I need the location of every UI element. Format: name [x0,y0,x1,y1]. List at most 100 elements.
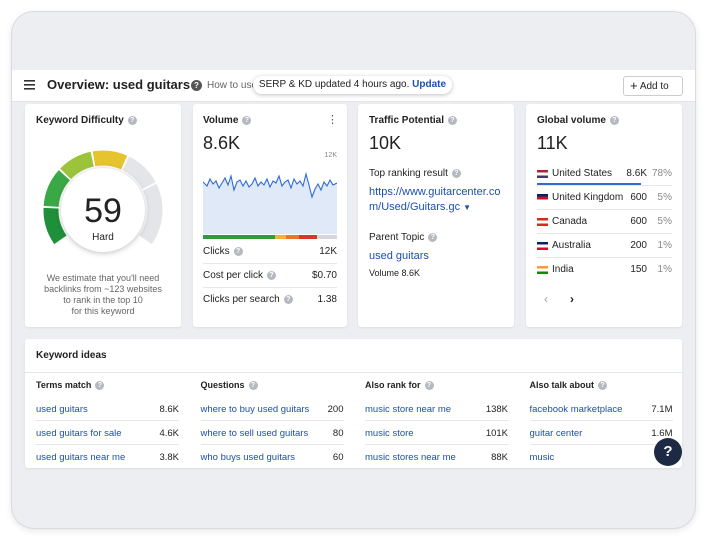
separator [365,420,508,421]
tp-parent-label-text: Parent Topic [369,232,425,243]
menu-icon[interactable] [24,80,36,90]
gauge-segment [139,183,163,245]
metric-label: Cost per click? [203,270,277,281]
idea-keyword[interactable]: used guitars [36,404,88,415]
idea-keyword[interactable]: used guitars for sale [36,428,122,439]
separator [537,257,672,258]
gauge-segment [43,170,71,208]
gv-next[interactable]: › [570,292,574,306]
country-name: Canada [552,216,588,227]
info-icon: ? [95,381,105,390]
global-card: Global volume? 11K United States 8.6K 78% U… [526,104,682,327]
country-name: India [552,264,574,275]
info-icon: ? [267,271,277,280]
idea-keyword[interactable]: used guitars near me [36,452,126,463]
info-icon: ? [598,381,608,390]
toast: SERP & KD updated 4 hours ago. Update [253,76,452,94]
gauge-segment [60,151,95,180]
idea-keyword[interactable]: where to sell used guitars [200,428,309,439]
info-icon: ? [283,295,293,304]
kd-description-line: to rank in the top 10 [63,295,143,305]
idea-keyword[interactable]: where to buy used guitars [200,404,310,415]
country-name: United Kingdom [552,192,624,203]
idea-keyword[interactable]: guitar center [529,428,583,439]
country-share: 5% [657,192,672,203]
metric-label: Clicks? [203,246,243,257]
tp-url[interactable]: https://www.guitarcenter.com/Used/Guitar… [369,186,501,213]
idea-volume: 101K [485,428,508,439]
share-bar [537,183,641,185]
country-share: 1% [657,264,672,275]
idea-volume: 4.6K [159,428,179,439]
how-to-link[interactable]: How to use [207,80,255,91]
toast-action[interactable]: Update [412,79,447,90]
help-button[interactable]: ? [654,438,682,466]
column-title: Terms match? [36,380,105,390]
tp-title: Traffic Potential? [369,115,458,126]
kd-title: Keyword Difficulty? [36,115,137,126]
tp-parent-label: Parent Topic? [369,232,438,243]
idea-volume: 200 [327,404,344,415]
idea-keyword[interactable]: music [529,452,555,463]
gv-prev[interactable]: ‹ [544,292,548,306]
tp-top-label: Top ranking result? [369,168,461,179]
separator [200,420,344,421]
kd-description-line: We estimate that you'll need [46,273,160,283]
traffic-card: Traffic Potential? 10K Top ranking resul… [358,104,514,327]
metric-label: Clicks per search? [203,294,293,305]
idea-keyword[interactable]: music store near me [365,404,452,415]
volume-title-text: Volume [203,115,239,126]
country-share: 78% [651,168,672,179]
separator [203,287,337,288]
help-icon[interactable]: ? [191,80,202,91]
country-volume: 600 [630,192,647,203]
kd-value: 59 [84,192,122,230]
country-name: United States [552,168,613,179]
idea-volume: 60 [332,452,344,463]
idea-volume: 1.6M [651,428,673,439]
separator [200,444,344,445]
kd-card: Keyword Difficulty? 59 Hard We estimate … [25,104,181,327]
idea-volume: 8.6K [159,404,179,415]
idea-volume: 9 [530,452,672,463]
gv-value: 11K [537,133,568,153]
gv-title-text: Global volume [537,115,606,126]
flag [537,266,548,274]
separator [537,233,672,234]
flag [537,170,548,178]
gv-title: Global volume? [537,115,619,126]
info-icon: ? [233,247,243,256]
column-title: Questions? [201,380,258,390]
volume-menu[interactable]: ⋮ [327,114,338,126]
volume-value: 8.6K [203,133,241,153]
flag [537,194,548,202]
idea-keyword[interactable]: facebook marketplace [529,404,623,415]
volume-chart-max: 12K [324,152,337,159]
column-title: Also talk about? [530,380,608,390]
volume-card: Volume? ⋮ 8.6K 12K Clicks? 12K Cost per cl… [193,104,347,327]
kd-label: Hard [92,232,114,243]
idea-keyword[interactable]: music store [365,428,414,439]
add-button-label[interactable]: Add to [639,81,669,92]
separator [36,444,179,445]
country-volume: 200 [630,240,647,251]
gauge-segment [43,207,67,245]
tp-url-text[interactable]: https://www.guitarcenter.com/Used/Guitar… [369,186,501,213]
idea-keyword[interactable]: music stores near me [365,452,456,463]
flag [537,242,548,250]
tp-parent-topic[interactable]: used guitars [369,250,429,262]
idea-volume: 80 [332,428,344,439]
separator [203,263,337,264]
separator [537,185,672,186]
metric-value: 12K [319,246,337,257]
country-volume: 8.6K [626,168,647,179]
idea-keyword[interactable]: who buys used guitars [200,452,296,463]
toast-text: SERP & KD updated 4 hours ago. [258,79,410,90]
ideas-title: Keyword ideas [36,350,107,361]
add-button[interactable]: + Add to [623,76,683,96]
tp-parent-volume: Volume 8.6K [369,268,421,278]
ideas-card: Keyword ideas Terms match? used guitars 8.… [25,339,682,468]
kd-description: We estimate that you'll need backlinks fr… [25,273,181,317]
separator [529,444,673,445]
volume-sparkline [203,171,337,234]
